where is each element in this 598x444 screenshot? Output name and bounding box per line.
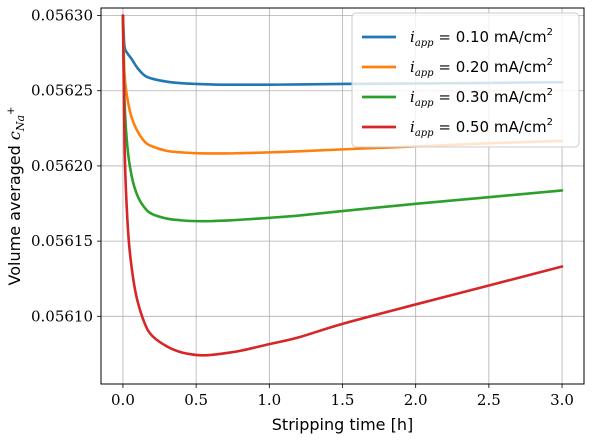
- x-tick-label: 1.0: [257, 391, 281, 409]
- legend-items: iapp = 0.10 mA/cm2 iapp = 0.20 mA/cm2 iapp…: [362, 27, 553, 139]
- series-line-2: [121, 14, 564, 155]
- y-tick-label: 0.05615: [31, 232, 93, 250]
- y-tick-label: 0.05610: [31, 307, 93, 325]
- y-tick-label: 0.05625: [31, 82, 93, 100]
- x-tick-label: 3.0: [550, 391, 574, 409]
- legend-label-1: iapp = 0.10 mA/cm2: [410, 27, 553, 49]
- x-tick-label: 0.5: [184, 391, 208, 409]
- y-tick-label: 0.05620: [31, 157, 93, 175]
- legend-label-3: iapp = 0.30 mA/cm2: [410, 87, 553, 109]
- y-tick-label: 0.05630: [31, 7, 93, 25]
- legend: iapp = 0.10 mA/cm2 iapp = 0.20 mA/cm2 iapp…: [351, 12, 580, 148]
- x-tick-label: 0.0: [111, 391, 135, 409]
- y-ticks: 0.05610 0.05615 0.05620 0.05625 0.05630: [31, 7, 101, 325]
- x-tick-label: 2.5: [477, 391, 501, 409]
- legend-label-4: iapp = 0.50 mA/cm2: [410, 117, 553, 139]
- y-axis-label-symbol: c: [5, 131, 24, 140]
- x-tick-label: 2.0: [404, 391, 428, 409]
- y-axis-label: Volume averaged cNa+: [5, 107, 27, 286]
- legend-label-2: iapp = 0.20 mA/cm2: [410, 57, 553, 79]
- x-tick-label: 1.5: [331, 391, 355, 409]
- series-line-4: [121, 14, 564, 357]
- x-axis-label: Stripping time [h]: [272, 415, 413, 434]
- y-axis-label-superscript: +: [6, 107, 17, 115]
- legend-box: [351, 12, 580, 148]
- x-ticks: 0.0 0.5 1.0 1.5 2.0 2.5 3.0: [111, 384, 574, 409]
- series-line-3: [121, 14, 564, 223]
- y-axis-label-prefix: Volume averaged: [5, 140, 24, 285]
- y-axis-label-subscript: Na: [14, 115, 27, 132]
